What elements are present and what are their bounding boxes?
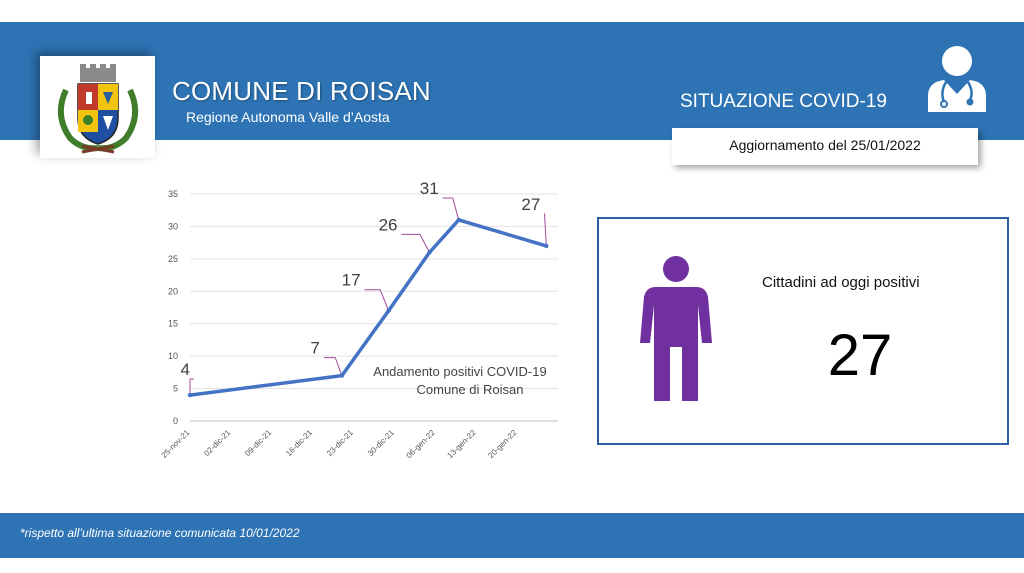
- person-icon: [640, 256, 712, 401]
- chart-title-line-1: Andamento positivi COVID-19: [373, 364, 546, 379]
- y-tick-label: 25: [168, 254, 178, 264]
- x-tick-label: 16-dic-21: [284, 428, 314, 458]
- label-leader: [544, 213, 547, 246]
- data-label: 31: [420, 182, 439, 198]
- label-leader: [189, 378, 194, 396]
- covid-situation-title: SITUAZIONE COVID-19: [680, 91, 887, 112]
- x-tick-label: 02-dic-21: [202, 428, 232, 458]
- data-label: 17: [342, 271, 361, 290]
- label-leader: [401, 233, 430, 253]
- label-leader: [364, 289, 390, 311]
- update-date-label: Aggiornamento del 25/01/2022: [729, 137, 921, 153]
- data-label: 7: [310, 339, 319, 358]
- update-date-box: Aggiornamento del 25/01/2022: [672, 128, 978, 165]
- x-tick-label: 09-dic-21: [243, 428, 273, 458]
- footer-band: *rispetto all’ultima situazione comunica…: [0, 513, 1024, 558]
- data-label: 4: [181, 360, 190, 379]
- x-tick-label: 30-dic-21: [366, 428, 396, 458]
- y-tick-label: 10: [168, 351, 178, 361]
- x-tick-label: 13-gen-22: [445, 428, 478, 461]
- y-tick-label: 35: [168, 189, 178, 199]
- x-tick-label: 20-gen-22: [486, 428, 519, 461]
- y-tick-label: 20: [168, 286, 178, 296]
- page-title: COMUNE DI ROISAN: [172, 76, 431, 106]
- data-label: 26: [379, 215, 398, 234]
- y-tick-label: 0: [173, 416, 178, 426]
- data-label: 27: [521, 195, 540, 214]
- x-tick-label: 06-gen-22: [405, 428, 438, 461]
- label-leader: [442, 197, 460, 221]
- chart-title-line-2: Comune di Roisan: [417, 382, 524, 397]
- y-tick-label: 5: [173, 384, 178, 394]
- data-labels: 4 7 17 26 31 27: [181, 182, 541, 379]
- footnote: *rispetto all’ultima situazione comunica…: [20, 526, 300, 540]
- y-tick-label: 30: [168, 221, 178, 231]
- positive-cases-line-chart: 0 5 10 15 20 25 30 35 25-nov-21 02-dic-21 09-dic-…: [160, 182, 558, 461]
- label-leader: [323, 357, 343, 376]
- y-axis-ticks: 0 5 10 15 20 25 30 35: [168, 189, 178, 426]
- x-tick-label: 23-dic-21: [325, 428, 355, 458]
- x-axis-ticks: 25-nov-21 02-dic-21 09-dic-21 16-dic-21 23-d…: [160, 428, 519, 461]
- doctor-icon: [928, 46, 986, 112]
- header-band: [0, 22, 1024, 140]
- coat-of-arms-icon: [57, 64, 139, 154]
- x-tick-label: 25-nov-21: [160, 428, 192, 460]
- y-tick-label: 15: [168, 319, 178, 329]
- series-line: [189, 218, 547, 397]
- page-subtitle: Regione Autonoma Valle d’Aosta: [186, 109, 390, 125]
- positive-citizens-label: Cittadini ad oggi positivi: [762, 274, 920, 291]
- positive-citizens-count: 27: [827, 323, 893, 388]
